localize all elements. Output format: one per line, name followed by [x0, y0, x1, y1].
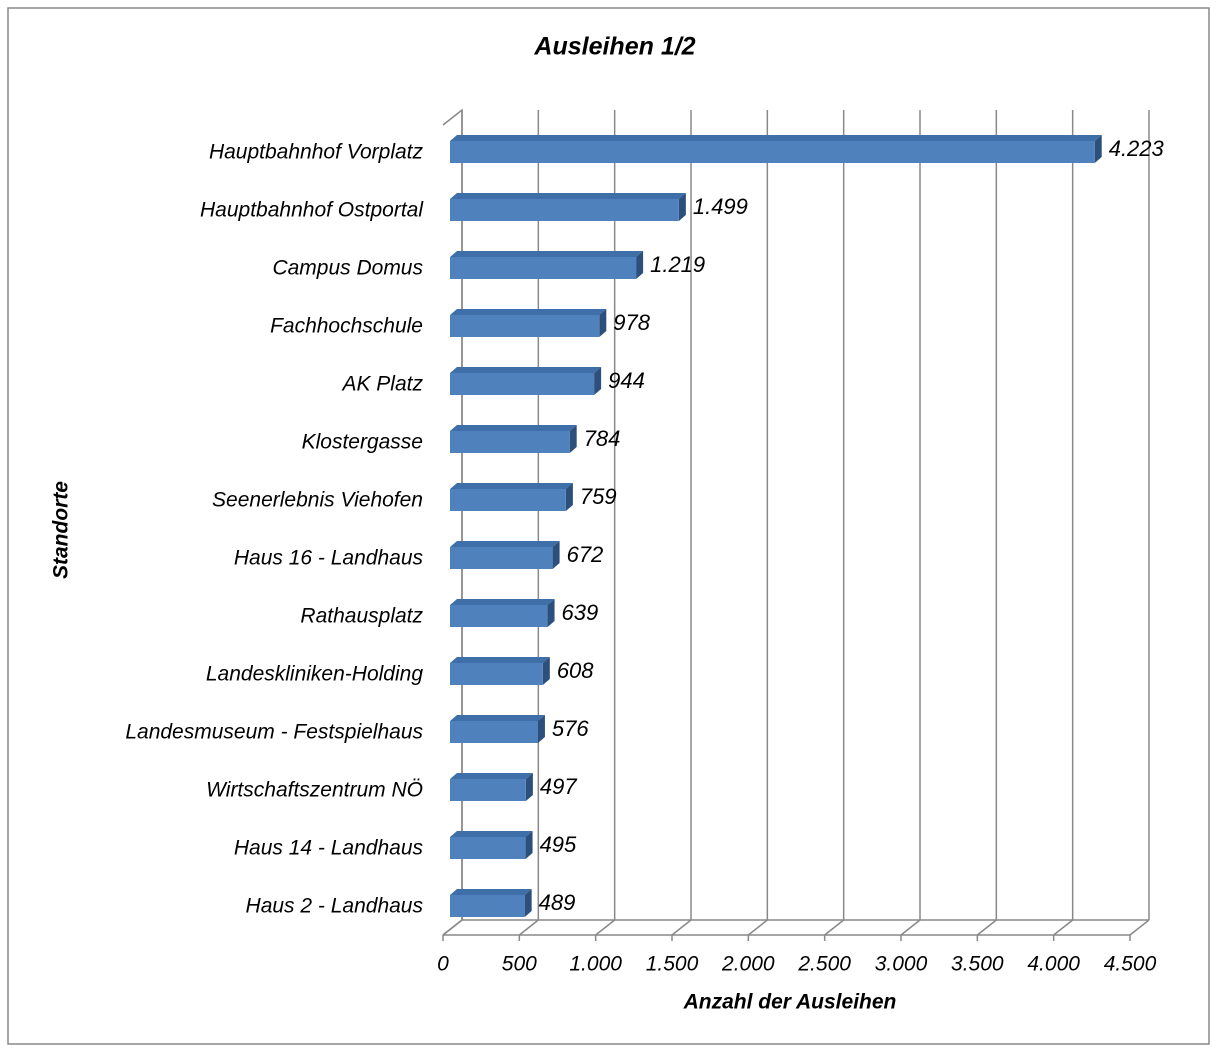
- bar-top: [450, 657, 550, 663]
- bar: [450, 431, 570, 453]
- value-label: 489: [539, 890, 576, 915]
- bar-top: [450, 541, 560, 547]
- y-tick-label: Fachhochschule: [270, 315, 423, 338]
- bar-top: [450, 483, 573, 489]
- bar: [450, 895, 525, 917]
- bar-top: [450, 599, 555, 605]
- chart-border: [7, 7, 1210, 1045]
- value-label: 1.499: [693, 194, 748, 219]
- bar-top: [450, 135, 1102, 141]
- bar-top: [450, 367, 602, 373]
- x-tick-label: 3.500: [951, 953, 1004, 976]
- bar-side: [525, 773, 533, 801]
- grid-floor: [976, 919, 997, 936]
- bar: [450, 663, 543, 685]
- grid-floor: [747, 919, 768, 936]
- value-label: 576: [552, 716, 589, 741]
- y-tick-label: Klostergasse: [302, 431, 423, 454]
- value-label: 672: [567, 542, 604, 567]
- y-tick-label: Haus 14 - Landhaus: [234, 837, 424, 860]
- x-axis-label: Anzahl der Ausleihen: [683, 991, 897, 1014]
- bar-side: [537, 715, 545, 743]
- x-tick-label: 0: [437, 953, 449, 976]
- value-label: 495: [540, 832, 577, 857]
- grid-floor: [518, 919, 539, 936]
- bar: [450, 779, 526, 801]
- bar-side: [565, 483, 573, 511]
- value-label: 784: [584, 426, 621, 451]
- value-label: 1.219: [650, 252, 705, 277]
- bar-side: [547, 599, 555, 627]
- value-label: 944: [608, 368, 645, 393]
- y-tick-label: Seenerlebnis Viehofen: [212, 489, 423, 512]
- bar: [450, 141, 1095, 163]
- y-tick-label: Haus 16 - Landhaus: [234, 547, 424, 570]
- value-label: 497: [540, 774, 577, 799]
- chart-title: Ausleihen 1/2: [533, 33, 695, 61]
- bar-side: [542, 657, 550, 685]
- grid-floor: [1053, 919, 1074, 936]
- bar-top: [450, 715, 545, 721]
- bar-top: [450, 425, 577, 431]
- y-tick-label: Rathausplatz: [300, 605, 423, 628]
- x-tick-label: 4.500: [1104, 953, 1157, 976]
- grid-floor: [595, 919, 616, 936]
- bar-top: [450, 193, 686, 199]
- bar: [450, 373, 595, 395]
- bar-top: [450, 831, 533, 837]
- bar-side: [594, 367, 602, 395]
- y-tick-label: Haus 2 - Landhaus: [246, 895, 424, 918]
- x-tick-label: 4.000: [1027, 953, 1080, 976]
- bar: [450, 199, 679, 221]
- bar: [450, 489, 566, 511]
- grid-floor: [671, 919, 692, 936]
- bar-side: [569, 425, 577, 453]
- bar-top: [450, 773, 533, 779]
- x-tick-label: 1.500: [646, 953, 699, 976]
- value-label: 639: [562, 600, 599, 625]
- value-label: 759: [580, 484, 617, 509]
- bar-side: [525, 831, 533, 859]
- y-tick-label: Hauptbahnhof Ostportal: [200, 199, 424, 222]
- bar-side: [524, 889, 532, 917]
- bar: [450, 257, 637, 279]
- value-label: 4.223: [1109, 136, 1165, 161]
- y-tick-label: Campus Domus: [272, 257, 423, 280]
- y-tick-label: AK Platz: [340, 373, 423, 396]
- grid-floor: [442, 919, 463, 936]
- value-label: 978: [613, 310, 650, 335]
- bar: [450, 547, 553, 569]
- y-tick-label: Wirtschaftszentrum NÖ: [206, 779, 423, 802]
- x-tick-label: 3.000: [875, 953, 928, 976]
- bar-side: [599, 309, 607, 337]
- bar-side: [636, 251, 644, 279]
- bar-top: [450, 889, 532, 895]
- x-tick-label: 2.000: [721, 953, 775, 976]
- bar: [450, 837, 526, 859]
- bar-side: [552, 541, 560, 569]
- y-axis-label: Standorte: [50, 481, 73, 579]
- y-tick-label: Landesmuseum - Festspielhaus: [125, 721, 423, 744]
- x-tick-label: 1.000: [569, 953, 622, 976]
- x-tick-label: 500: [502, 953, 537, 976]
- bar-top: [450, 309, 607, 315]
- bar: [450, 721, 538, 743]
- value-label: 608: [557, 658, 594, 683]
- grid-floor: [1129, 919, 1150, 936]
- y-tick-label: Hauptbahnhof Vorplatz: [209, 141, 424, 164]
- grid-floor: [824, 919, 845, 936]
- bar-side: [1094, 135, 1102, 163]
- bar-side: [678, 193, 686, 221]
- bar: [450, 315, 600, 337]
- grid-floor: [900, 919, 921, 936]
- bar-top: [450, 251, 644, 257]
- x-tick-label: 2.500: [797, 953, 851, 976]
- y-tick-label: Landeskliniken-Holding: [206, 663, 423, 686]
- bar: [450, 605, 548, 627]
